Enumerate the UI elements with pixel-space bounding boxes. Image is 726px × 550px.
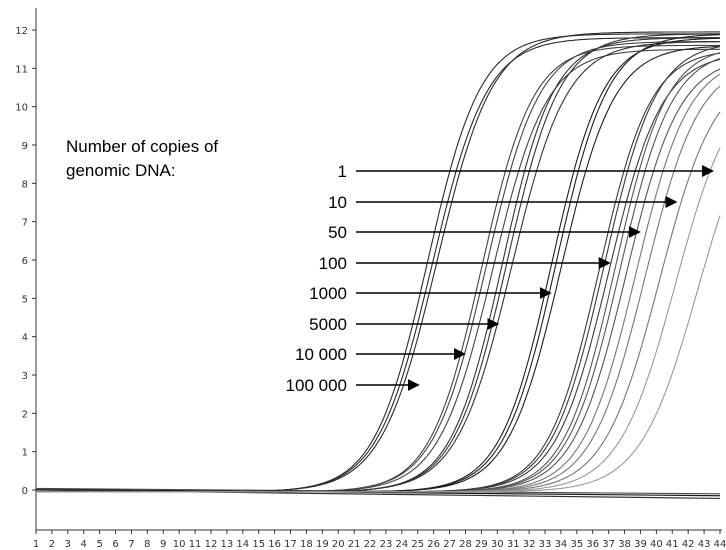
x-tick-label: 44 (714, 539, 726, 550)
series-label: 10 (328, 193, 347, 212)
x-tick-label: 40 (650, 539, 663, 550)
x-tick-label: 38 (618, 539, 631, 550)
x-tick-label: 42 (682, 539, 695, 550)
amplification-curve (36, 147, 721, 493)
amplification-curve (36, 37, 720, 493)
x-tick-label: 24 (395, 539, 408, 550)
series-label: 5000 (309, 315, 347, 334)
x-tick-label: 35 (570, 539, 583, 550)
series-label: 50 (328, 223, 347, 242)
x-tick-label: 22 (364, 539, 377, 550)
series-label: 1 (338, 162, 347, 181)
y-tick-label: 8 (22, 179, 28, 190)
x-tick-label: 36 (586, 539, 599, 550)
chart-axes (35, 8, 722, 531)
x-tick-label: 3 (65, 539, 71, 550)
x-tick-label: 11 (189, 539, 202, 550)
amplification-curve (36, 52, 721, 493)
x-tick-label: 21 (348, 539, 361, 550)
annotation-line-2: genomic DNA: (66, 161, 176, 180)
amplification-curve (36, 37, 720, 493)
x-tick-label: 9 (160, 539, 166, 550)
x-tick-label: 10 (173, 539, 186, 550)
amplification-curve (36, 48, 720, 493)
series-label: 100 000 (286, 376, 347, 395)
amplification-curve (36, 45, 721, 493)
x-tick-label: 39 (634, 539, 647, 550)
x-tick-label: 2 (49, 539, 55, 550)
y-tick-label: 12 (15, 26, 28, 37)
amplification-curve (36, 52, 721, 493)
x-tick-label: 27 (443, 539, 456, 550)
x-tick-label: 33 (539, 539, 552, 550)
amplification-curve (36, 46, 721, 493)
baseline-trace (35, 488, 721, 497)
amplification-curve (36, 215, 721, 493)
x-tick-label: 15 (252, 539, 265, 550)
x-tick-label: 4 (81, 539, 87, 550)
x-tick-label: 12 (205, 539, 218, 550)
x-tick-label: 25 (411, 539, 424, 550)
y-tick-label: 6 (22, 256, 28, 267)
x-tick-label: 28 (459, 539, 472, 550)
series-label: 100 (319, 254, 347, 273)
x-tick-label: 41 (666, 539, 679, 550)
y-tick-label: 7 (22, 218, 28, 229)
y-tick-label: 9 (22, 141, 28, 152)
x-tick-label: 26 (427, 539, 440, 550)
amplification-curve (36, 37, 720, 493)
y-tick-label: 1 (22, 448, 28, 459)
y-tick-label: 5 (22, 294, 28, 305)
x-tick-label: 7 (128, 539, 134, 550)
series-label: 10 000 (295, 345, 347, 364)
x-tick-label: 1 (33, 539, 39, 550)
annotation-line-1: Number of copies of (66, 137, 218, 156)
amplification-curve (36, 58, 721, 493)
x-tick-label: 19 (316, 539, 329, 550)
y-tick-label: 11 (15, 64, 28, 75)
x-tick-label: 29 (475, 539, 488, 550)
series-label: 1000 (309, 284, 347, 303)
amplification-curve (36, 57, 721, 493)
x-tick-label: 13 (221, 539, 234, 550)
amplification-curve (36, 31, 720, 493)
series-labels: 1 10 50 100 1000 5000 10 000 100 000 (286, 162, 714, 395)
y-tick-label: 10 (15, 103, 28, 114)
x-tick-label: 34 (555, 539, 568, 550)
x-ticks: 1 2 3 4 5 6 7 8 9 10 11 12 13 14 15 16 17 18 19 20 21 22 23 24 2… (33, 530, 726, 550)
x-tick-label: 6 (112, 539, 118, 550)
annotation: Number of copies of genomic DNA: (66, 137, 218, 180)
y-tick-label: 2 (22, 409, 28, 420)
x-tick-label: 43 (698, 539, 711, 550)
x-tick-label: 17 (284, 539, 297, 550)
amplification-curves (35, 31, 721, 500)
x-tick-label: 16 (268, 539, 281, 550)
x-tick-label: 5 (96, 539, 102, 550)
x-tick-label: 14 (236, 539, 249, 550)
y-tick-label: 3 (22, 371, 28, 382)
x-tick-label: 31 (507, 539, 520, 550)
x-tick-label: 37 (602, 539, 615, 550)
x-tick-label: 20 (332, 539, 345, 550)
amplification-curve (36, 41, 720, 493)
y-tick-label: 0 (22, 486, 28, 497)
amplification-curve (36, 41, 720, 493)
x-tick-label: 18 (300, 539, 313, 550)
amplification-curve (36, 44, 720, 493)
x-tick-label: 8 (144, 539, 150, 550)
x-tick-label: 23 (380, 539, 393, 550)
x-tick-label: 30 (491, 539, 504, 550)
x-tick-label: 32 (523, 539, 536, 550)
y-tick-label: 4 (22, 333, 28, 344)
